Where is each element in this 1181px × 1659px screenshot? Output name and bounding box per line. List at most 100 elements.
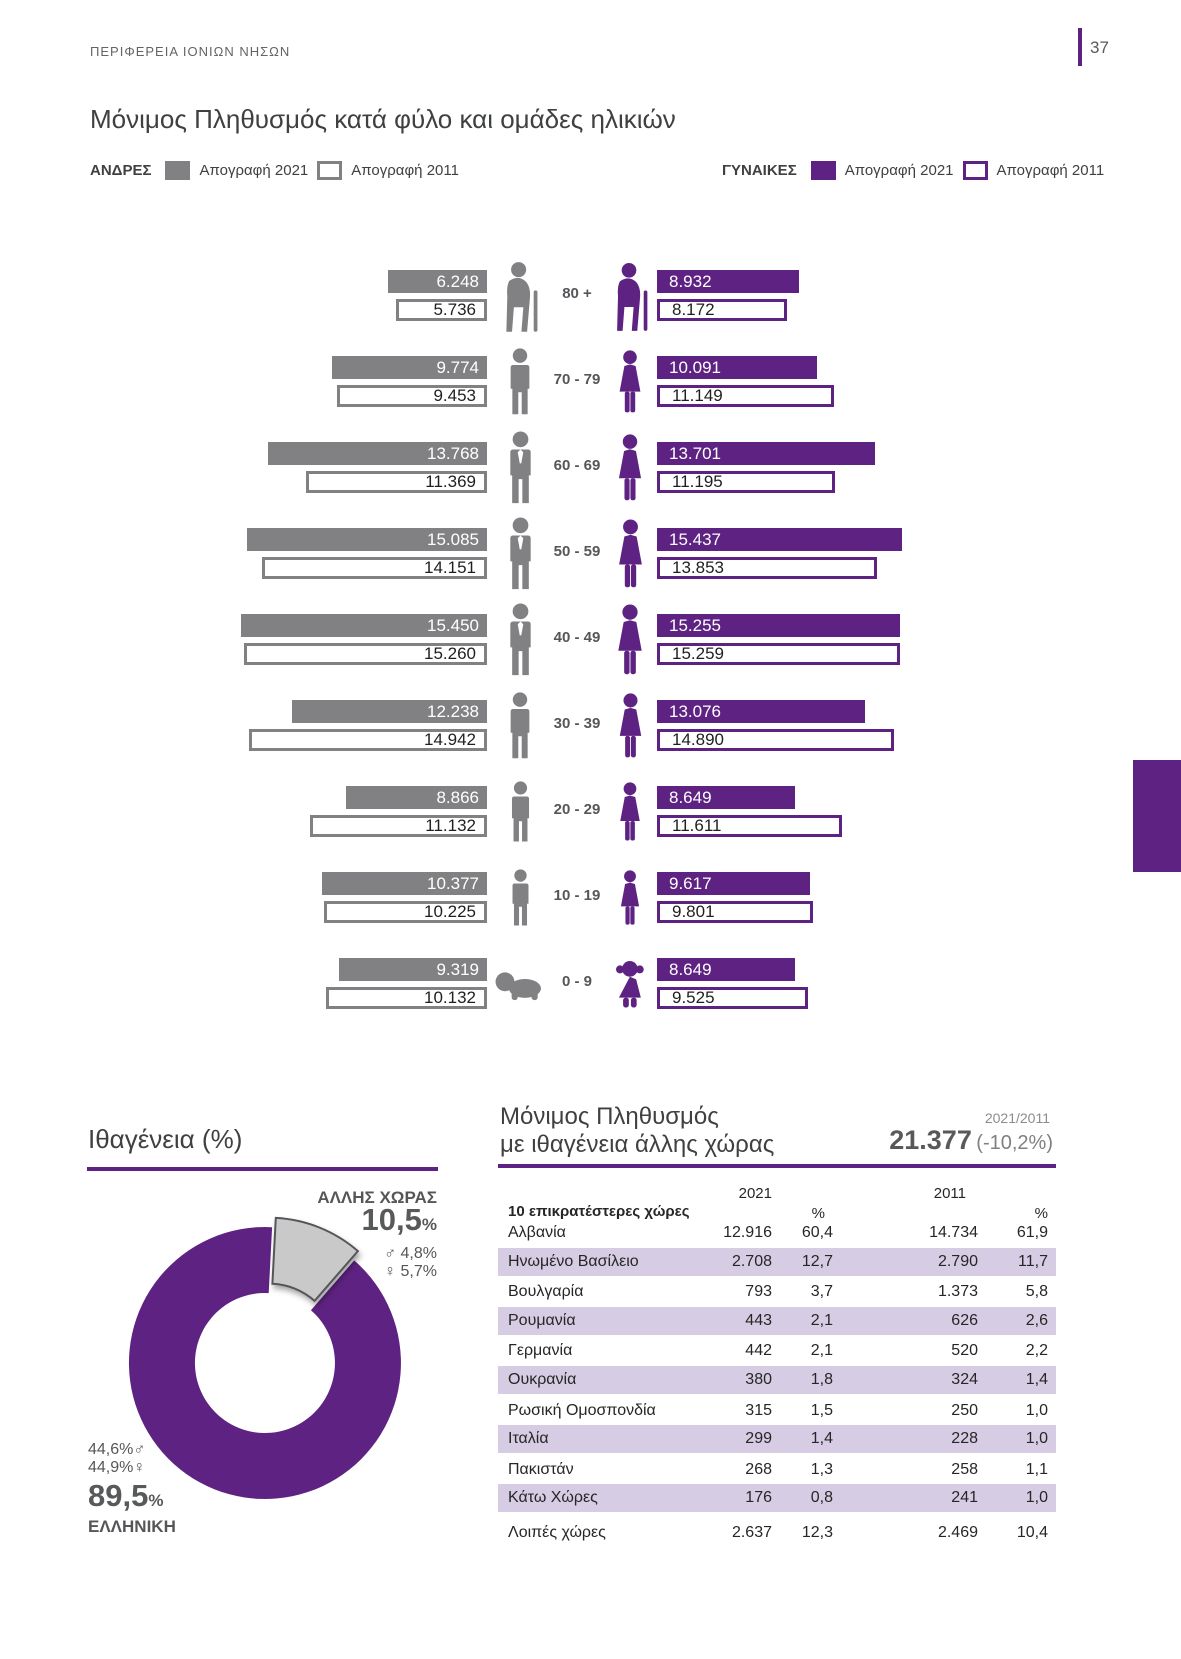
greek-male-percentage: 44,6%♂ (88, 1441, 145, 1459)
men-2021-bar: 9.774 (332, 356, 487, 379)
women-2011-bar: 11.195 (657, 471, 835, 493)
value-2011-cell: 2.790 (937, 1252, 978, 1270)
men-2011-swatch-icon (317, 160, 343, 180)
age-group-label: 0 - 9 (561, 973, 592, 990)
women-2011-bar: 8.172 (657, 299, 787, 321)
greek-female-pct-value: 44,9% (88, 1459, 134, 1476)
women-2021-value: 15.255 (669, 615, 721, 635)
pyramid-row: 8.866 11.132 20 - 29 8.649 11.611 (0, 780, 1181, 841)
age-group-label: 80 + (562, 285, 592, 302)
women-2021-value: 8.649 (669, 787, 712, 807)
women-2011-value: 11.195 (672, 472, 723, 491)
men-bars: 15.450 15.260 (241, 614, 487, 665)
men-bars: 13.768 11.369 (268, 442, 487, 493)
other-male-percentage: ♂ 4,8% (137, 1245, 437, 1263)
value-2011-cell: 258 (951, 1460, 978, 1478)
age-group-label: 70 - 79 (553, 371, 601, 388)
man-with-tie-icon (480, 430, 560, 503)
men-2011-value: 14.151 (424, 558, 476, 577)
men-bars: 10.377 10.225 (322, 872, 487, 923)
woman-icon (590, 869, 670, 925)
men-2021-bar: 9.319 (339, 958, 487, 981)
value-2011-cell: 228 (951, 1430, 978, 1448)
women-2011-value: 9.525 (672, 988, 715, 1007)
pct-2021-cell: 2,1 (810, 1311, 833, 1329)
section-side-tab (1133, 760, 1181, 872)
female-symbol-icon: ♀ (384, 1263, 397, 1280)
men-2011-value: 10.132 (424, 988, 476, 1007)
value-2021-cell: 176 (745, 1489, 772, 1507)
pct-2021-cell: 60,4 (801, 1224, 833, 1241)
country-cell: Ιταλία (508, 1430, 549, 1448)
women-bars: 15.255 15.259 (657, 614, 900, 665)
pct-2021-cell: 1,5 (810, 1401, 833, 1419)
legend-men: ΑΝΔΡΕΣ Απογραφή 2021 Απογραφή 2011 (90, 158, 459, 182)
women-2011-value: 14.890 (672, 730, 724, 749)
country-cell: Γερμανία (508, 1342, 573, 1360)
pyramid-row: 6.248 5.736 80 + 8.932 8.172 (0, 261, 1181, 332)
country-cell: Ρωσική Ομοσπονδία (508, 1401, 656, 1419)
value-2011-cell: 626 (951, 1311, 978, 1329)
woman-icon (590, 692, 670, 757)
men-2011-bar: 14.151 (262, 557, 487, 579)
man-with-tie-icon (480, 602, 560, 675)
table-row: Αλβανία 12.916 60,4 14.734 61,9 (498, 1218, 1056, 1248)
legend-women: ΓΥΝΑΙΚΕΣ Απογραφή 2021 Απογραφή 2011 (722, 158, 1104, 182)
country-cell: Λοιπές χώρες (508, 1524, 606, 1541)
value-2011-cell: 520 (951, 1342, 978, 1360)
men-bars: 9.774 9.453 (332, 356, 487, 407)
pct-2011-cell: 2,6 (1025, 1311, 1048, 1329)
women-2011-value: 8.172 (672, 300, 715, 319)
women-2011-bar: 9.525 (657, 987, 808, 1009)
women-2021-value: 8.649 (669, 959, 712, 979)
pyramid-row: 15.450 15.260 40 - 49 15.255 15.259 (0, 602, 1181, 675)
men-2011-bar: 10.225 (324, 901, 487, 923)
col-header-pct-2021: % (811, 1205, 825, 1222)
foreign-title-line2: με ιθαγένεια άλλης χώρας (500, 1131, 775, 1158)
women-2021-value: 13.701 (669, 443, 721, 463)
value-2011-cell: 2.469 (937, 1524, 978, 1541)
foreign-title-line1: Μόνιμος Πληθυσμός (500, 1103, 719, 1130)
men-2011-value: 9.453 (433, 386, 476, 405)
region-label: ΠΕΡΙΦΕΡΕΙΑ ΙΟΝΙΩΝ ΝΗΣΩΝ (90, 44, 291, 59)
women-2021-bar: 13.701 (657, 442, 875, 465)
women-bars: 10.091 11.149 (657, 356, 834, 407)
men-2021-bar: 8.866 (346, 786, 487, 809)
men-2021-value: 15.450 (427, 615, 479, 635)
male-symbol-icon: ♂ (133, 1441, 146, 1458)
comparison-period-label: 2021/2011 (984, 1110, 1050, 1126)
pct-2021-cell: 1,4 (810, 1430, 833, 1448)
greek-pct-value: 89,5 (88, 1478, 149, 1513)
citizenship-donut-svg (128, 1216, 401, 1500)
other-country-slice (271, 1216, 360, 1303)
age-group-label: 60 - 69 (553, 457, 601, 474)
women-2021-bar: 8.649 (657, 786, 795, 809)
country-cell: Ρουμανία (508, 1311, 576, 1329)
citizenship-title: Ιθαγένεια (%) (88, 1124, 243, 1154)
woman-icon (590, 349, 670, 412)
women-bars: 8.932 8.172 (657, 270, 799, 321)
other-female-pct-value: 5,7% (400, 1263, 437, 1280)
men-2011-value: 11.132 (425, 816, 476, 835)
col-header-2011: 2011 (933, 1185, 966, 1202)
citizenship-title-rule (87, 1167, 438, 1171)
col-header-pct-2011: % (1034, 1205, 1048, 1222)
women-2011-bar: 11.611 (657, 815, 842, 837)
men-2021-bar: 12.238 (292, 700, 487, 723)
legend-census-2011-label: Απογραφή 2011 (351, 161, 459, 179)
foreign-population-total: 21.377 (-10,2%) (653, 1125, 1053, 1156)
legend-census-2021-label: Απογραφή 2021 (199, 161, 309, 179)
women-2011-value: 15.259 (672, 644, 724, 663)
women-2011-bar: 14.890 (657, 729, 894, 751)
table-row: Πακιστάν 268 1,3 258 1,1 (498, 1455, 1056, 1485)
man-icon (480, 347, 560, 414)
elderly-woman-icon (590, 262, 670, 331)
woman-icon (590, 603, 670, 674)
women-bars: 13.076 14.890 (657, 700, 894, 751)
value-2011-cell: 241 (951, 1489, 978, 1507)
table-row: Γερμανία 442 2,1 520 2,2 (498, 1336, 1056, 1366)
value-2021-cell: 299 (745, 1430, 772, 1448)
value-2021-cell: 268 (745, 1460, 772, 1478)
pct-2021-cell: 12,3 (801, 1524, 833, 1541)
foreign-title-rule (498, 1164, 1056, 1168)
